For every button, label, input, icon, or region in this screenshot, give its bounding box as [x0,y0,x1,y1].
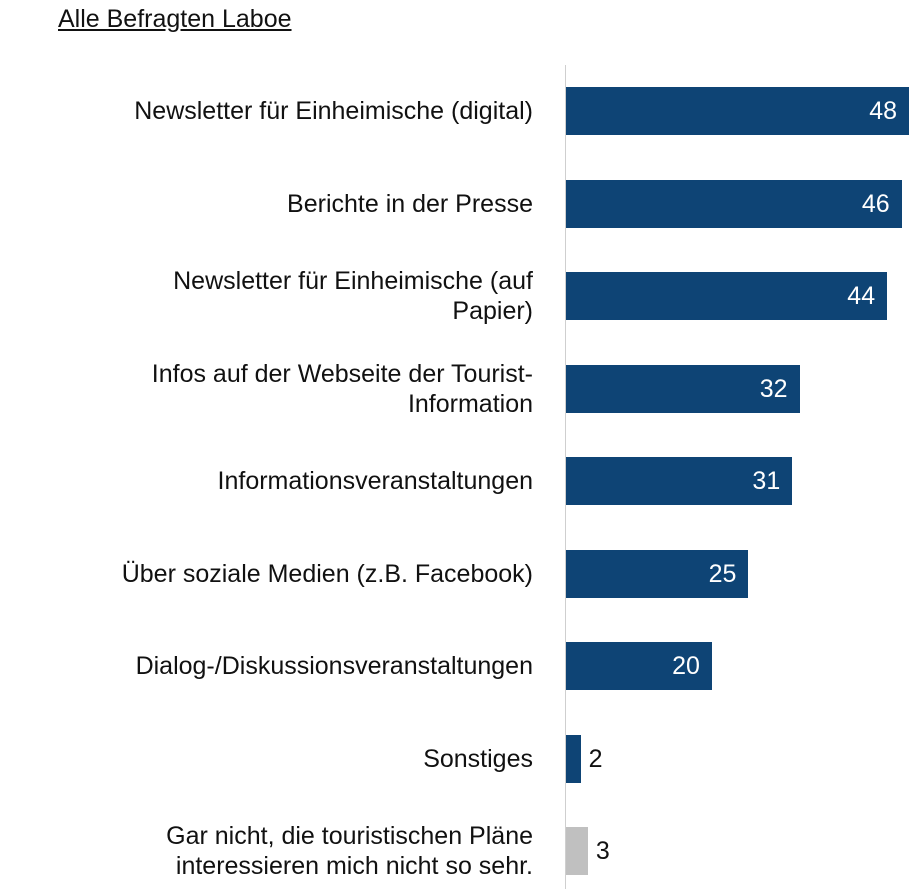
y-tick-label: Berichte in der Presse [287,189,533,218]
y-tick-label: Newsletter für Einheimische (auf Papier) [173,267,533,325]
value-label: 2 [588,744,603,773]
bar [566,549,749,598]
value-label: 44 [847,282,876,310]
bar [566,272,888,320]
bar [566,457,793,505]
bar [566,642,712,690]
plot-area: 48 46 44 32 31 25 20 2 3 [566,0,909,889]
value-label: 46 [861,189,890,218]
value-label: 31 [752,467,781,495]
value-label: 48 [869,97,897,125]
y-tick-label: Sonstiges [423,744,533,773]
bar [566,827,588,875]
y-tick-label: Newsletter für Einheimische (digital) [134,97,533,125]
bar [566,179,902,228]
y-tick-label: Dialog-/Diskussionsveranstaltungen [135,652,533,680]
y-tick-label: Infos auf der Webseite der Tourist- Info… [151,359,533,418]
y-tick-label: Gar nicht, die touristischen Pläne inter… [166,822,533,880]
value-label: 32 [759,374,788,403]
bar [566,364,800,413]
bar [566,734,581,783]
value-label: 25 [708,559,737,588]
y-tick-label: Informationsveranstaltungen [217,467,533,495]
value-label: 20 [672,652,700,680]
chart-title: Alle Befragten Laboe [58,5,292,33]
value-label: 3 [595,837,610,865]
y-tick-label: Über soziale Medien (z.B. Facebook) [121,559,533,588]
bar [566,87,909,135]
axis-line [565,65,566,889]
